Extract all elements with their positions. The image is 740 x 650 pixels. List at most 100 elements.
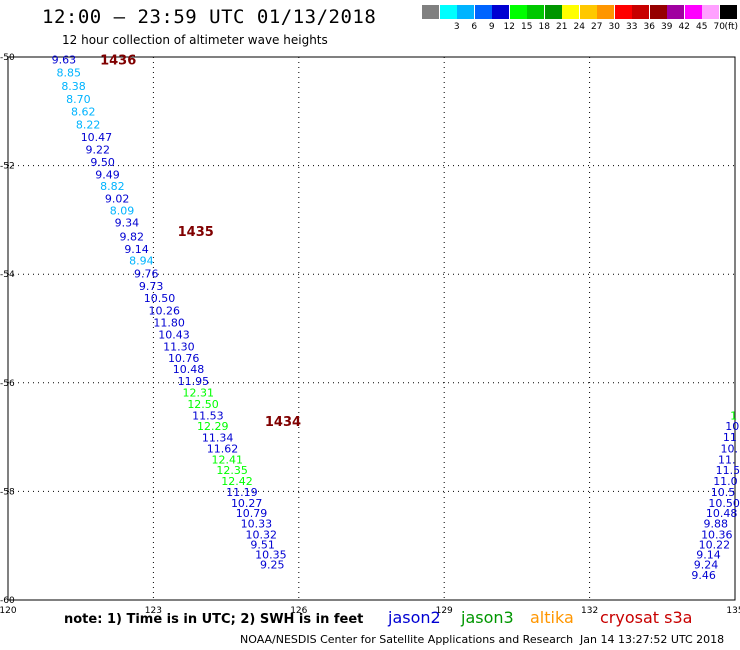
legend-label: 15 bbox=[521, 22, 533, 32]
swh-label: 11.95 bbox=[178, 375, 210, 388]
lon-tick-label: 129 bbox=[436, 606, 453, 616]
lat-tick-label: -54 bbox=[0, 270, 15, 280]
swh-label: 9.76 bbox=[134, 268, 159, 281]
swh-label: 10.27 bbox=[231, 497, 262, 510]
lat-tick-label: -52 bbox=[0, 162, 15, 172]
swh-label: 10.50 bbox=[708, 497, 740, 510]
swh-label: 8.09 bbox=[110, 205, 135, 218]
swh-label: 11. bbox=[718, 453, 736, 466]
legend-unit: (ft) bbox=[724, 22, 739, 32]
legend-swatch bbox=[457, 5, 474, 19]
swh-label: 9.49 bbox=[95, 168, 120, 181]
legend-label: 9 bbox=[488, 22, 495, 32]
legend-label: 6 bbox=[471, 22, 478, 32]
swh-label: 10.43 bbox=[158, 328, 190, 341]
lat-tick-label: -56 bbox=[0, 379, 15, 389]
swh-label: 9.34 bbox=[115, 217, 140, 230]
legend-swatch bbox=[632, 5, 649, 19]
legend-swatch bbox=[492, 5, 509, 19]
swh-label: 10.26 bbox=[149, 305, 181, 318]
legend-swatch bbox=[439, 5, 457, 19]
map-frame bbox=[7, 56, 736, 601]
swh-label: 8.22 bbox=[76, 118, 101, 131]
swh-label: 10.47 bbox=[81, 131, 113, 144]
satellite-label-jason2: jason2 bbox=[388, 608, 441, 627]
legend-label: 33 bbox=[626, 22, 638, 32]
legend-label: 30 bbox=[608, 22, 620, 32]
swh-label: 12.41 bbox=[212, 453, 244, 466]
swh-label: 12.50 bbox=[187, 398, 219, 411]
lon-tick-label: 123 bbox=[145, 606, 162, 616]
legend-swatch bbox=[422, 5, 439, 19]
legend-swatch bbox=[527, 5, 544, 19]
satellite-label-altika: altika bbox=[530, 608, 574, 627]
swh-label: 10.35 bbox=[255, 548, 287, 561]
lon-tick-label: 120 bbox=[0, 606, 17, 616]
satellite-label-cryosat-s3a: cryosat s3a bbox=[600, 608, 693, 627]
swh-label: 8.85 bbox=[56, 67, 81, 80]
swh-label: 9.14 bbox=[124, 243, 149, 256]
swh-label: 8.70 bbox=[66, 93, 91, 106]
swh-label: 9.24 bbox=[694, 559, 719, 572]
swh-label: 9.22 bbox=[86, 143, 111, 156]
swh-label: 11.53 bbox=[192, 409, 224, 422]
swh-label: 9.25 bbox=[260, 559, 285, 572]
swh-label: 12.42 bbox=[221, 475, 253, 488]
swh-label: 8.82 bbox=[100, 180, 125, 193]
legend-swatch bbox=[544, 5, 562, 19]
swh-label: 9.14 bbox=[696, 548, 721, 561]
lon-tick-label: 135 bbox=[726, 606, 740, 616]
swh-label: 11.62 bbox=[207, 443, 239, 456]
units-note: note: 1) Time is in UTC; 2) SWH is in fe… bbox=[64, 612, 364, 627]
footer-timestamp: Jan 14 13:27:52 UTC 2018 bbox=[580, 633, 725, 646]
legend-label: 39 bbox=[661, 22, 673, 32]
swh-label: 10.36 bbox=[701, 528, 733, 541]
legend-swatch bbox=[562, 5, 579, 19]
swh-label: 9.82 bbox=[119, 231, 143, 244]
lon-tick-label: 132 bbox=[581, 606, 598, 616]
legend-swatch bbox=[719, 5, 737, 19]
legend-label: 36 bbox=[643, 22, 655, 32]
swh-label: 9.50 bbox=[90, 156, 115, 169]
satellite-label-jason3: jason3 bbox=[461, 608, 514, 627]
map-title: 12:00 – 23:59 UTC 01/13/2018 bbox=[42, 6, 377, 28]
swh-label: 11.19 bbox=[226, 486, 258, 499]
lat-tick-label: -58 bbox=[0, 487, 15, 497]
legend-swatch bbox=[649, 5, 667, 19]
legend-swatch bbox=[474, 5, 492, 19]
legend-swatch bbox=[702, 5, 719, 19]
legend-swatch bbox=[597, 5, 614, 19]
swh-label: 8.38 bbox=[61, 80, 86, 93]
swh-label: 11.30 bbox=[163, 340, 195, 353]
swh-label: 11.5 bbox=[716, 464, 740, 477]
legend-label: 18 bbox=[538, 22, 550, 32]
swh-label: 10 bbox=[725, 420, 739, 433]
swh-label: 12.35 bbox=[216, 464, 248, 477]
swh-label: 8.62 bbox=[71, 105, 96, 118]
swh-label: 12.29 bbox=[197, 420, 229, 433]
pass-time-label: 1434 bbox=[265, 415, 301, 430]
footer-credit: NOAA/NESDIS Center for Satellite Applica… bbox=[240, 633, 574, 646]
legend-label: 45 bbox=[696, 22, 708, 32]
legend-label: 3 bbox=[453, 22, 460, 32]
swh-label: 11.0 bbox=[713, 475, 738, 488]
swh-label: 9.73 bbox=[139, 280, 164, 293]
swh-label: 10.48 bbox=[173, 363, 205, 376]
legend-label: 12 bbox=[503, 22, 515, 32]
swh-label: 10.22 bbox=[699, 539, 731, 552]
pass-time-label: 1435 bbox=[178, 225, 214, 240]
swh-label: 10.79 bbox=[236, 507, 268, 520]
swh-label: 10.50 bbox=[144, 292, 176, 305]
legend-label: 42 bbox=[678, 22, 690, 32]
swh-label: 10.32 bbox=[245, 528, 277, 541]
legend-swatch bbox=[509, 5, 527, 19]
swh-label: 10.5 bbox=[711, 486, 736, 499]
swh-label: 10.76 bbox=[168, 352, 200, 365]
swh-label: 12.31 bbox=[182, 387, 214, 400]
pass-time-label: 1436 bbox=[100, 54, 136, 69]
swh-label: 11.34 bbox=[202, 432, 234, 445]
swh-label: 11.80 bbox=[153, 317, 185, 330]
swh-label: 8.94 bbox=[129, 255, 154, 268]
lon-tick-label: 126 bbox=[290, 606, 307, 616]
